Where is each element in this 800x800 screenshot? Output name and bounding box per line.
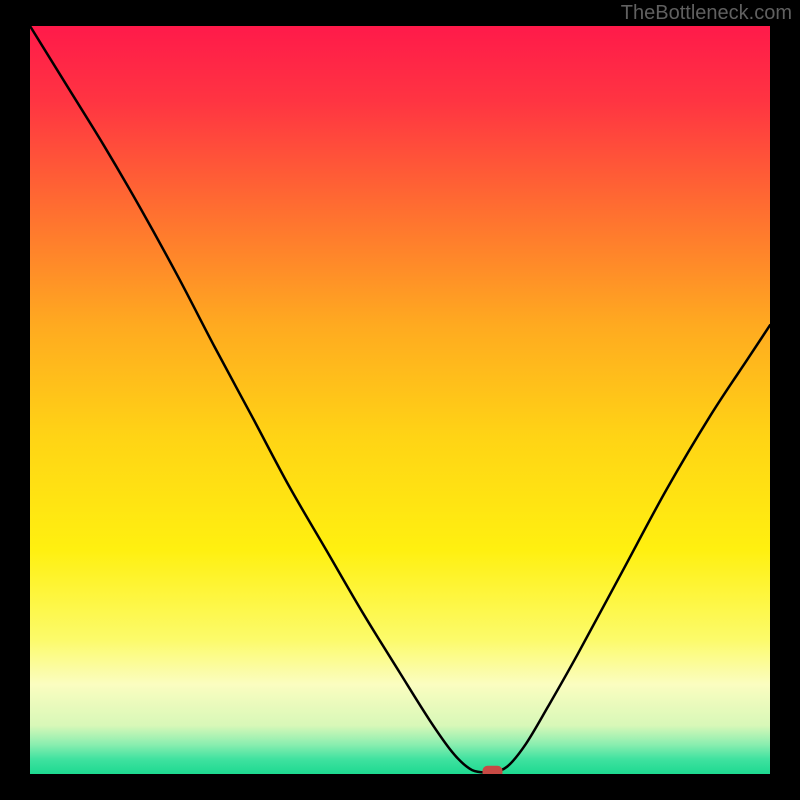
frame-left — [0, 0, 30, 800]
frame-right — [770, 0, 800, 800]
bottleneck-chart — [0, 0, 800, 800]
watermark-text: TheBottleneck.com — [621, 2, 792, 25]
frame-bottom — [0, 774, 800, 800]
plot-area — [30, 26, 770, 778]
chart-container: TheBottleneck.com — [0, 0, 800, 800]
plot-background — [30, 26, 770, 774]
